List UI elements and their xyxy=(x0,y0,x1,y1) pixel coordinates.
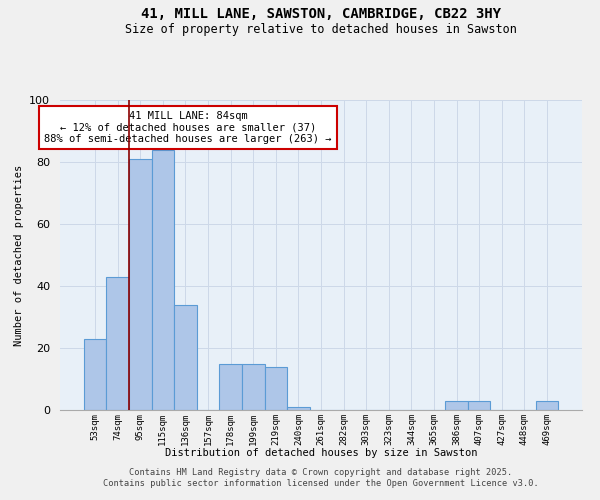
Bar xyxy=(220,364,242,410)
Bar xyxy=(445,400,468,410)
Bar xyxy=(468,400,490,410)
Text: Contains HM Land Registry data © Crown copyright and database right 2025.
Contai: Contains HM Land Registry data © Crown c… xyxy=(103,468,539,487)
Bar xyxy=(242,364,265,410)
Bar xyxy=(265,366,287,410)
Bar xyxy=(152,150,174,410)
Text: Size of property relative to detached houses in Sawston: Size of property relative to detached ho… xyxy=(125,22,517,36)
Y-axis label: Number of detached properties: Number of detached properties xyxy=(14,164,24,346)
Bar xyxy=(536,400,558,410)
Bar xyxy=(129,159,152,410)
Bar xyxy=(106,276,129,410)
Text: 41, MILL LANE, SAWSTON, CAMBRIDGE, CB22 3HY: 41, MILL LANE, SAWSTON, CAMBRIDGE, CB22 … xyxy=(141,8,501,22)
Bar xyxy=(174,304,197,410)
Bar xyxy=(84,338,106,410)
Text: 41 MILL LANE: 84sqm
← 12% of detached houses are smaller (37)
88% of semi-detach: 41 MILL LANE: 84sqm ← 12% of detached ho… xyxy=(44,111,332,144)
Text: Distribution of detached houses by size in Sawston: Distribution of detached houses by size … xyxy=(165,448,477,458)
Bar xyxy=(287,407,310,410)
